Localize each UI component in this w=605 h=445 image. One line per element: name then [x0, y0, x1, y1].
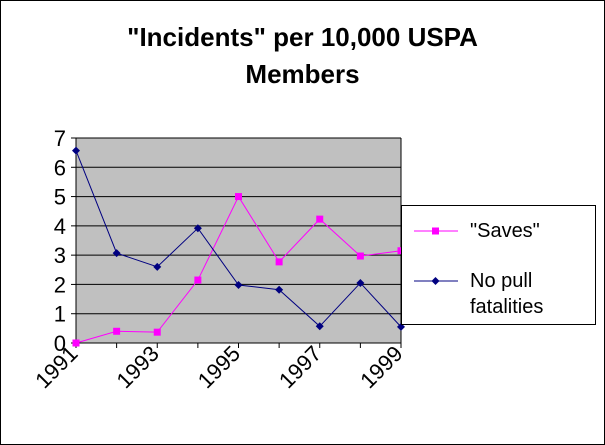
y-tick-label: 3 — [54, 243, 66, 268]
data-point-saves — [72, 339, 80, 347]
y-tick-label: 7 — [54, 126, 66, 151]
data-point-saves — [275, 258, 283, 266]
x-tick-label: 1991 — [30, 341, 82, 393]
y-tick-label: 6 — [54, 155, 66, 180]
y-tick-label: 4 — [54, 214, 66, 239]
legend-marker-saves — [432, 227, 439, 235]
y-tick-label: 0 — [54, 331, 66, 356]
chart-title: "Incidents" per 10,000 USPA Members — [127, 22, 478, 89]
y-tick-label: 5 — [54, 185, 66, 210]
x-tick-label: 1993 — [111, 341, 163, 393]
data-point-no-pull-fatalities — [356, 278, 365, 287]
data-point-no-pull-fatalities — [193, 224, 202, 233]
legend-label-saves: "Saves" — [470, 220, 540, 242]
data-point-no-pull-fatalities — [275, 285, 284, 294]
data-point-saves — [235, 193, 242, 201]
x-tick-label: 1999 — [355, 341, 407, 393]
data-point-saves — [113, 327, 121, 335]
data-point-saves — [194, 276, 202, 284]
x-tick-label: 1995 — [193, 341, 245, 393]
legend-label-no-pull-fatalities: No pull fatalities — [470, 270, 544, 318]
data-point-saves — [356, 252, 364, 260]
legend: "Saves" No pull fatalities — [401, 205, 596, 325]
data-point-no-pull-fatalities — [315, 322, 324, 331]
legend-swatch-saves — [414, 227, 458, 235]
y-tick-label: 2 — [54, 272, 66, 297]
x-tick-label: 1997 — [274, 341, 326, 393]
data-point-no-pull-fatalities — [72, 146, 80, 155]
y-tick-label: 1 — [54, 302, 66, 327]
data-point-no-pull-fatalities — [234, 281, 243, 290]
data-point-no-pull-fatalities — [112, 249, 121, 258]
data-point-saves — [316, 215, 324, 223]
data-point-saves — [153, 328, 161, 336]
legend-marker-no-pull-fatalities — [431, 277, 440, 285]
plot-area — [76, 138, 401, 343]
legend-swatch-no-pull-fatalities — [414, 277, 458, 285]
data-point-no-pull-fatalities — [153, 262, 162, 271]
